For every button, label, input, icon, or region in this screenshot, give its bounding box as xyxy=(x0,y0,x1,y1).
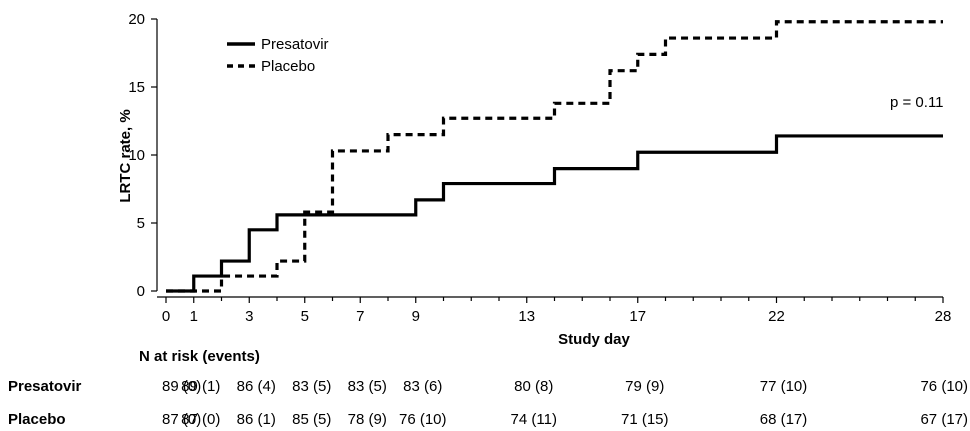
x-tick-label: 0 xyxy=(162,308,170,325)
x-axis-label: Study day xyxy=(558,331,630,348)
x-tick-label: 9 xyxy=(412,308,420,325)
risk-cell: 67 (17) xyxy=(920,411,968,428)
risk-cell: 89 (1) xyxy=(181,378,220,395)
risk-cell: 87 (0) xyxy=(181,411,220,428)
legend: Presatovir Placebo xyxy=(227,36,329,75)
x-tick-label: 1 xyxy=(190,308,198,325)
risk-table: Presatovir Placebo 89 (0)89 (1) 86 (4) 83 … xyxy=(8,378,968,428)
x-tick-label: 13 xyxy=(518,308,535,325)
x-tick-label: 28 xyxy=(935,308,952,325)
risk-table-title: N at risk (events) xyxy=(139,348,260,365)
risk-cell: 83 (6) xyxy=(403,378,442,395)
risk-cell: 83 (5) xyxy=(348,378,387,395)
risk-cell: 86 (4) xyxy=(237,378,276,395)
risk-cell: 76 (10) xyxy=(399,411,447,428)
y-tick-label: 20 xyxy=(128,11,145,28)
risk-cell: 80 (8) xyxy=(514,378,553,395)
risk-cell: 78 (9) xyxy=(348,411,387,428)
risk-cell: 87 (0) xyxy=(162,411,201,428)
x-tick-label: 3 xyxy=(245,308,253,325)
x-tick-label: 5 xyxy=(301,308,309,325)
risk-cell: 86 (1) xyxy=(237,411,276,428)
risk-cell: 74 (11) xyxy=(511,411,557,428)
y-axis-label: LRTC rate, % xyxy=(117,109,134,202)
risk-cell: 83 (5) xyxy=(292,378,331,395)
y-tick-label: 10 xyxy=(128,147,145,164)
x-tick-label: 17 xyxy=(629,308,646,325)
risk-row-label: Placebo xyxy=(8,411,66,428)
legend-label-presatovir: Presatovir xyxy=(261,36,329,53)
x-axis: 0 1 3 5 7 9 13 17 22 28 xyxy=(157,296,952,325)
risk-cell: 85 (5) xyxy=(292,411,331,428)
risk-row-label: Presatovir xyxy=(8,378,82,395)
series-layer xyxy=(166,20,943,293)
series-line-presatovir xyxy=(166,134,943,293)
risk-cell: 76 (10) xyxy=(920,378,968,395)
risk-cell: 68 (17) xyxy=(760,411,808,428)
x-tick-label: 22 xyxy=(768,308,785,325)
risk-cell: 71 (15) xyxy=(621,411,669,428)
y-tick-label: 5 xyxy=(137,215,145,232)
x-tick-label: 7 xyxy=(356,308,364,325)
y-tick-label: 15 xyxy=(128,79,145,96)
risk-cell: 89 (0) xyxy=(162,378,201,395)
risk-cell: 77 (10) xyxy=(760,378,808,395)
y-tick-label: 0 xyxy=(137,283,145,300)
series-line-placebo xyxy=(166,20,943,293)
y-axis: 0 5 10 15 20 xyxy=(128,11,158,300)
p-value-annotation: p = 0.11 xyxy=(890,94,944,111)
legend-label-placebo: Placebo xyxy=(261,58,315,75)
risk-cell: 79 (9) xyxy=(625,378,664,395)
